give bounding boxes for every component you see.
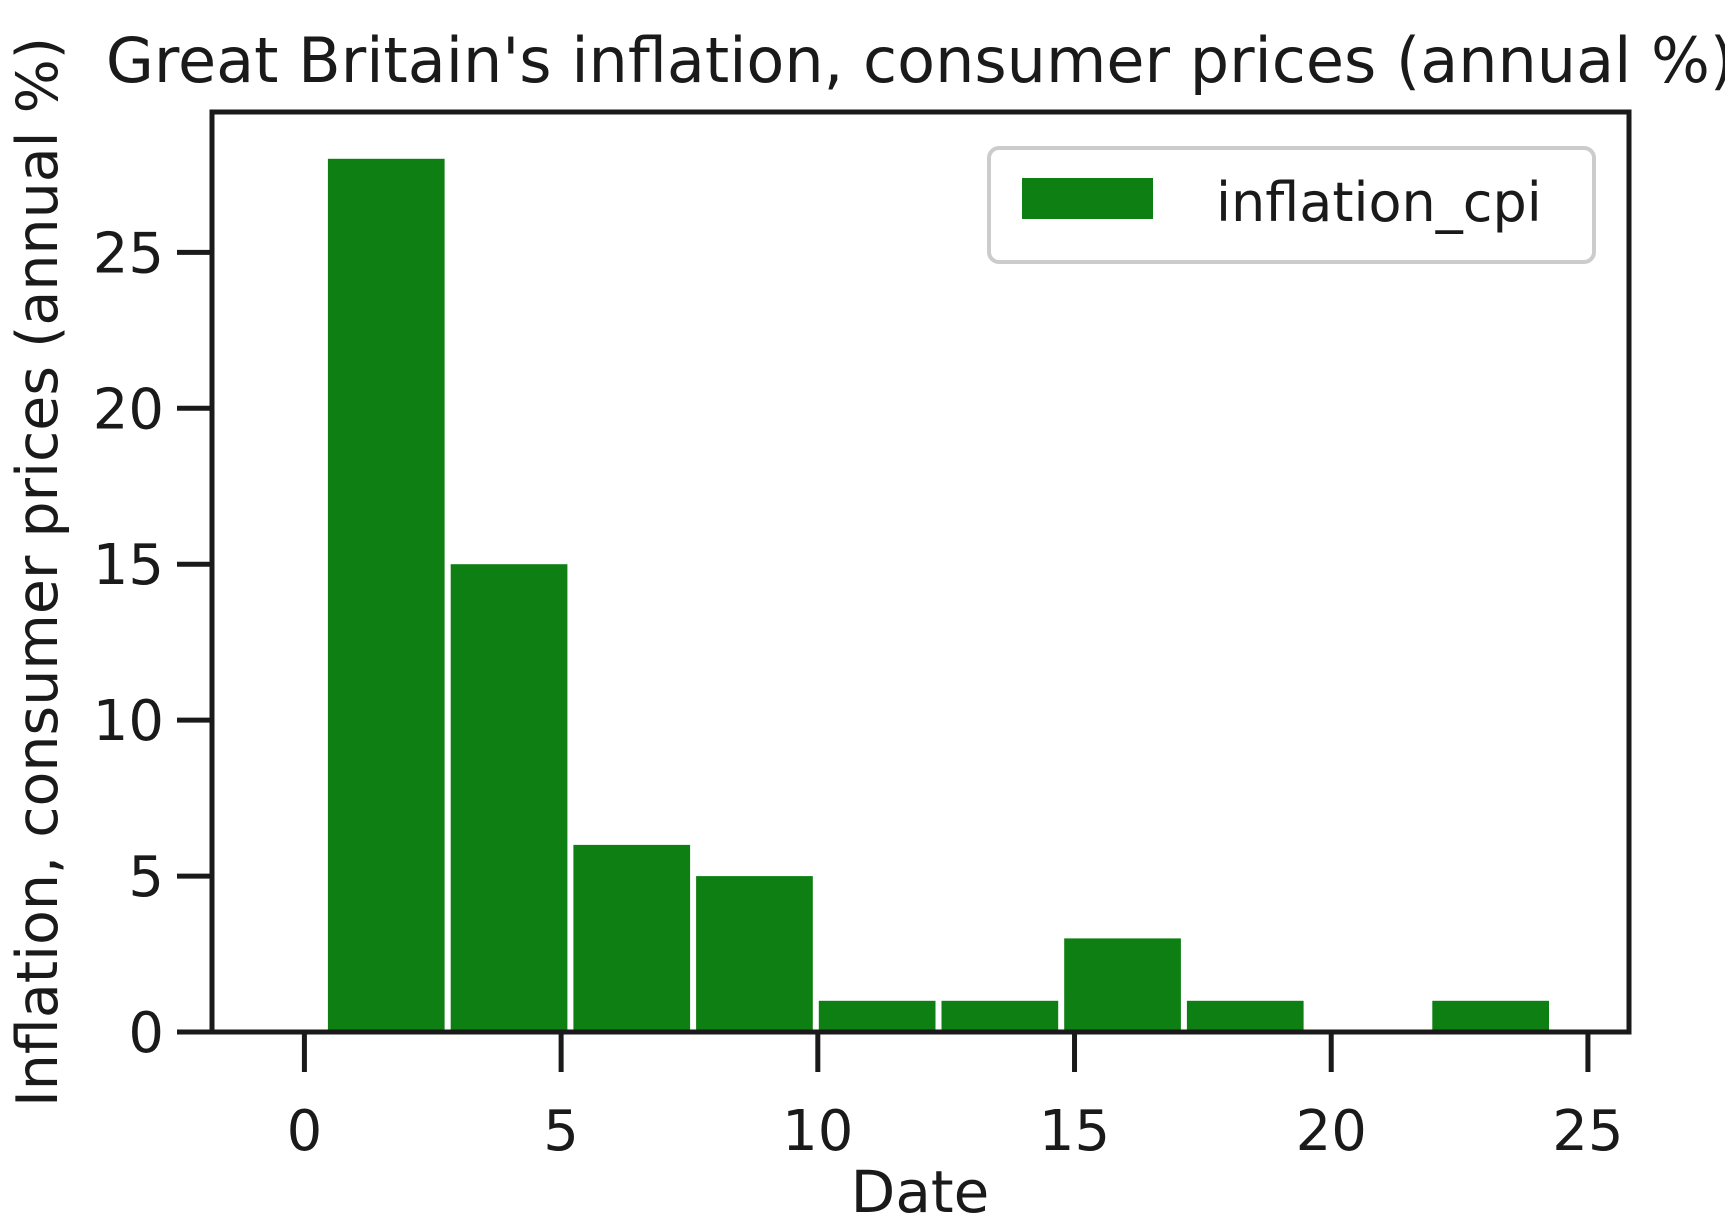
legend: inflation_cpi [987, 146, 1596, 264]
bars-layer [327, 158, 1549, 1033]
bar-9 [1432, 1000, 1549, 1032]
legend-frame [987, 146, 1596, 264]
y-tick-label-15: 15 [93, 533, 164, 598]
bar-6 [1064, 938, 1181, 1032]
bar-7 [1186, 1000, 1304, 1032]
x-axis-label: Date [851, 1158, 990, 1221]
legend-label: inflation_cpi [1216, 171, 1542, 234]
bar-5 [941, 1000, 1059, 1032]
x-tick-label-0: 0 [287, 1099, 323, 1164]
x-tick-label-25: 25 [1552, 1099, 1623, 1164]
x-tick-label-10: 10 [782, 1099, 853, 1164]
legend-swatch [1022, 178, 1153, 219]
bar-1 [450, 564, 568, 1032]
y-tick-label-0: 0 [128, 1001, 164, 1066]
bar-4 [818, 1000, 936, 1032]
chart-title: Great Britain's inflation, consumer pric… [106, 24, 1725, 97]
bar-0 [327, 158, 445, 1033]
x-axis: 0 5 10 15 20 25 [287, 1032, 1624, 1164]
y-tick-label-25: 25 [93, 221, 164, 286]
x-tick-label-20: 20 [1296, 1099, 1367, 1164]
y-axis-label: Inflation, consumer prices (annual %) [5, 37, 71, 1107]
y-axis: 0 5 10 15 20 25 [93, 221, 212, 1066]
y-tick-label-5: 5 [128, 845, 164, 910]
bar-3 [696, 876, 813, 1032]
y-tick-label-20: 20 [93, 377, 164, 442]
x-tick-label-15: 15 [1039, 1099, 1110, 1164]
plot-frame [209, 109, 1632, 1035]
x-tick-label-5: 5 [543, 1099, 579, 1164]
y-tick-label-10: 10 [93, 689, 164, 754]
bar-2 [573, 844, 691, 1032]
